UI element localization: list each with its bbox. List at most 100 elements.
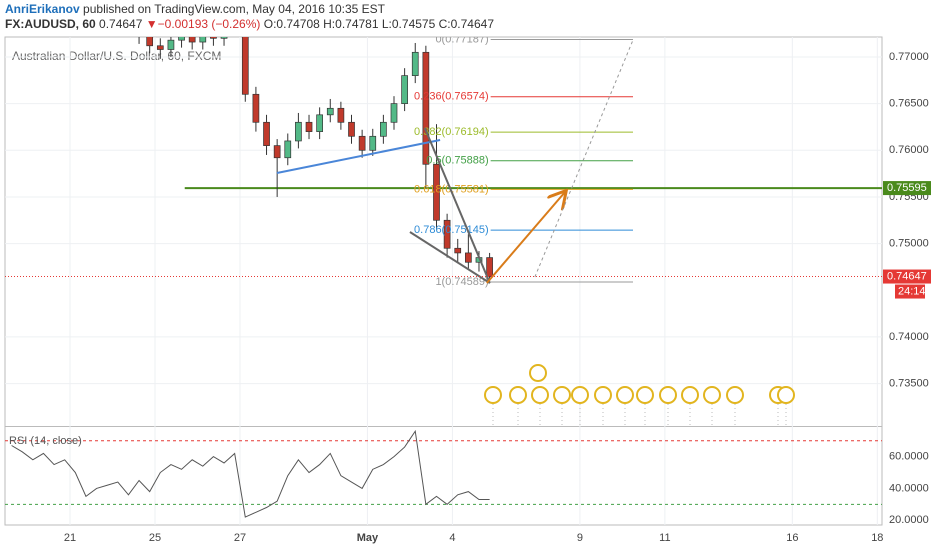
author[interactable]: AnriErikanov xyxy=(5,2,80,16)
candle-body xyxy=(30,1,36,10)
candle-body xyxy=(369,135,377,151)
price-badge xyxy=(883,181,931,196)
candle-body xyxy=(358,135,366,151)
price-badge-label: 0.75595 xyxy=(887,182,927,194)
candle-body xyxy=(443,219,451,249)
header-line: AnriErikanov published on TradingView.co… xyxy=(5,2,494,17)
trend-line xyxy=(409,231,491,284)
x-tick-label: May xyxy=(357,532,379,544)
rsi-tick-label: 40.0000 xyxy=(889,482,929,494)
rsi-tick-label: 20.0000 xyxy=(889,514,929,526)
x-tick-label: 21 xyxy=(64,532,76,544)
candle-body xyxy=(125,24,131,29)
event-icon xyxy=(703,386,721,404)
x-tick-label: 11 xyxy=(659,532,670,544)
y-tick-label: 0.76000 xyxy=(889,144,929,156)
y-tick-label: 0.76500 xyxy=(889,98,929,110)
event-icon xyxy=(659,386,677,404)
event-icon xyxy=(529,364,547,382)
candle-body xyxy=(146,37,154,47)
candle-body xyxy=(167,39,175,50)
candle-body xyxy=(94,15,100,22)
fib-label: 0.5(0.75888) xyxy=(426,155,488,167)
event-icon xyxy=(636,386,654,404)
candle-body xyxy=(83,15,89,20)
y-tick-label: 0.77000 xyxy=(889,51,929,63)
candle-body xyxy=(210,37,217,39)
candle-body xyxy=(305,121,313,132)
y-tick-label: 0.74000 xyxy=(889,331,929,343)
ohlc: H:0.74781 xyxy=(323,17,379,31)
candle-body xyxy=(263,121,270,146)
event-icon xyxy=(777,386,795,404)
candle-body xyxy=(401,75,408,104)
event-icon xyxy=(616,386,634,404)
candle-body xyxy=(273,145,281,159)
countdown-badge xyxy=(895,284,925,299)
event-icon xyxy=(484,386,502,404)
candle-body xyxy=(104,18,110,22)
header: AnriErikanov published on TradingView.co… xyxy=(5,2,494,32)
candle-body xyxy=(316,114,323,132)
candle-body xyxy=(454,247,462,254)
fib-label: 0.382(0.76194) xyxy=(414,126,489,138)
x-tick-label: 27 xyxy=(234,532,246,544)
candle-body xyxy=(433,163,440,221)
rsi-tick-label: 60.0000 xyxy=(889,451,929,463)
event-icon xyxy=(594,386,612,404)
event-icon xyxy=(571,386,589,404)
price-badge-label: 0.74647 xyxy=(887,270,927,282)
price-badge xyxy=(883,269,931,284)
rsi-line xyxy=(11,429,490,518)
candle-body xyxy=(326,107,334,116)
rsi-title: RSI (14, close) xyxy=(9,435,82,447)
candle-body xyxy=(19,1,25,6)
candle-body xyxy=(178,37,185,41)
y-tick-label: 0.73500 xyxy=(889,377,929,389)
event-icon xyxy=(509,386,527,404)
candle-body xyxy=(241,37,249,95)
event-icon xyxy=(726,386,744,404)
plot-frame xyxy=(4,36,883,526)
chart-title: Australian Dollar/U.S. Dollar, 60, FXCM xyxy=(12,49,221,63)
event-icon xyxy=(531,386,549,404)
ohlc: O:0.74708 xyxy=(263,17,320,31)
x-tick-label: 16 xyxy=(786,532,798,544)
candle-body xyxy=(51,8,57,12)
event-icon xyxy=(681,386,699,404)
x-tick-label: 25 xyxy=(149,532,161,544)
candle-body xyxy=(136,29,142,36)
event-icon xyxy=(553,386,571,404)
candle-body xyxy=(232,24,238,29)
candle-body xyxy=(115,18,121,25)
candle-body xyxy=(188,37,196,43)
candle-body xyxy=(486,257,493,277)
candle-body xyxy=(40,10,46,12)
candle-body xyxy=(9,6,15,11)
candle-body xyxy=(62,8,68,15)
candle-body xyxy=(390,103,398,123)
fib-label: 0.236(0.76574) xyxy=(414,91,489,103)
candle-body xyxy=(465,252,472,263)
fib-label: 1(0.74589) xyxy=(435,276,488,288)
last: 0.74647 xyxy=(99,17,143,31)
countdown-label: 24:14 xyxy=(898,285,926,297)
candle-body xyxy=(252,93,260,123)
candle-body xyxy=(72,15,78,20)
candle-body xyxy=(156,45,164,50)
trend-line xyxy=(423,127,491,284)
change: −0.00193 (−0.26%) xyxy=(157,17,261,31)
candle-body xyxy=(422,51,430,165)
candle-body xyxy=(295,121,302,142)
candle-body xyxy=(220,37,228,39)
candle-body xyxy=(380,121,387,137)
published: published on TradingView.com, May 04, 20… xyxy=(83,2,386,16)
candle-body xyxy=(348,121,355,137)
trend-line xyxy=(486,192,565,284)
candle-body xyxy=(284,140,292,159)
candle-body xyxy=(337,107,345,123)
x-tick-label: 18 xyxy=(871,532,883,544)
trend-line xyxy=(276,139,441,174)
header-line: FX:AUDUSD, 60 0.74647 ▼−0.00193 (−0.26%)… xyxy=(5,17,494,32)
